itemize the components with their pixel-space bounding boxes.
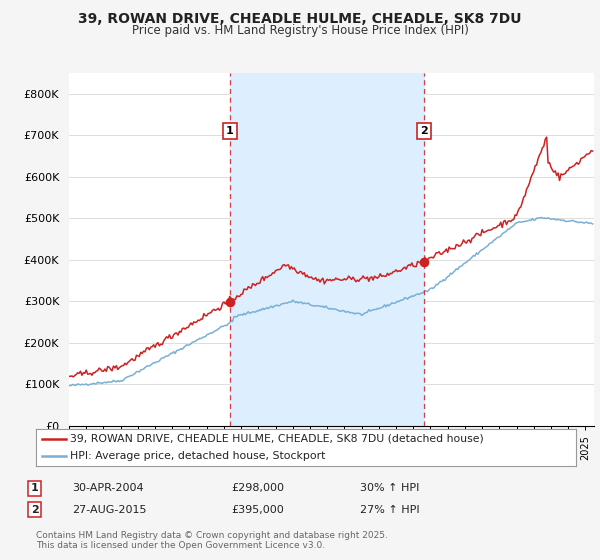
Text: £298,000: £298,000 [231,483,284,493]
Text: 30-APR-2004: 30-APR-2004 [72,483,143,493]
Text: 27% ↑ HPI: 27% ↑ HPI [360,505,419,515]
Text: Price paid vs. HM Land Registry's House Price Index (HPI): Price paid vs. HM Land Registry's House … [131,24,469,36]
Text: 39, ROWAN DRIVE, CHEADLE HULME, CHEADLE, SK8 7DU (detached house): 39, ROWAN DRIVE, CHEADLE HULME, CHEADLE,… [70,434,484,444]
Bar [230,73,424,426]
Text: 39, ROWAN DRIVE, CHEADLE HULME, CHEADLE, SK8 7DU: 39, ROWAN DRIVE, CHEADLE HULME, CHEADLE,… [78,12,522,26]
Text: 1: 1 [31,483,38,493]
Text: £395,000: £395,000 [231,505,284,515]
Text: 1: 1 [226,126,233,136]
Text: Contains HM Land Registry data © Crown copyright and database right 2025.
This d: Contains HM Land Registry data © Crown c… [36,531,388,550]
Text: HPI: Average price, detached house, Stockport: HPI: Average price, detached house, Stoc… [70,451,325,461]
Text: 2: 2 [31,505,38,515]
Text: 30% ↑ HPI: 30% ↑ HPI [360,483,419,493]
Text: 27-AUG-2015: 27-AUG-2015 [72,505,146,515]
Text: 2: 2 [421,126,428,136]
